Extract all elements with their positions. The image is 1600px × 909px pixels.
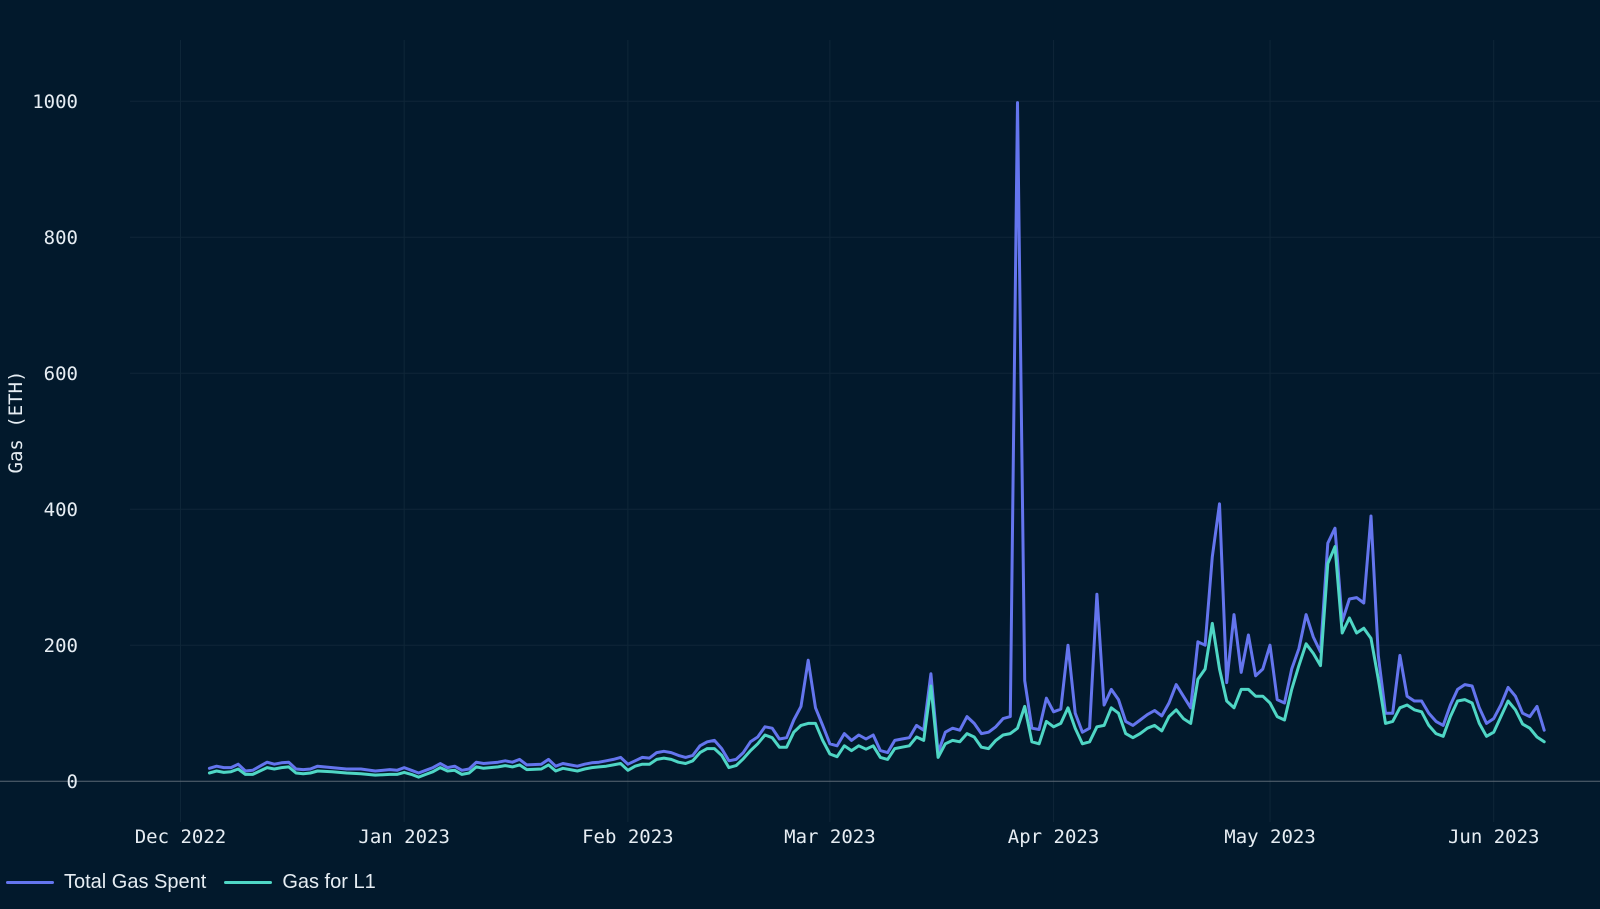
y-tick-label-1000: 1000 [32, 91, 78, 113]
x-tick-label-5: May 2023 [1224, 826, 1316, 848]
grid [130, 40, 1600, 822]
y-axis-title: Gas (ETH) [5, 371, 27, 474]
y-tick-label-0: 0 [67, 771, 78, 793]
legend-item-total-gas-spent[interactable]: Total Gas Spent [6, 871, 206, 894]
x-tick-label-6: Jun 2023 [1448, 826, 1540, 848]
legend-item-gas-for-l1[interactable]: Gas for L1 [224, 870, 376, 894]
series-lines [207, 101, 1546, 779]
legend: Total Gas Spent Gas for L1 [6, 868, 376, 896]
y-tick-label-400: 400 [44, 499, 78, 521]
legend-label-total-gas-spent: Total Gas Spent [64, 870, 207, 893]
x-tick-label-2: Feb 2023 [582, 826, 674, 848]
legend-swatch-gas-for-l1 [224, 880, 273, 884]
x-tick-label-3: Mar 2023 [784, 826, 876, 848]
series-line-gas-for-l1 [207, 545, 1546, 779]
line-chart: 0 200 400 600 800 1000 Dec 2022 Jan 2023 Feb 20… [0, 40, 1600, 848]
x-tick-label-0: Dec 2022 [135, 826, 227, 848]
x-tick-label-1: Jan 2023 [358, 826, 450, 848]
x-tick-label-4: Apr 2023 [1008, 826, 1100, 848]
legend-swatch-total-gas-spent [6, 880, 54, 884]
y-axis-ticks: 0 200 400 600 800 1000 [32, 91, 78, 793]
y-tick-label-800: 800 [44, 227, 78, 249]
y-tick-label-200: 200 [44, 635, 78, 657]
y-tick-label-600: 600 [44, 363, 78, 385]
series-line-total-gas-spent [207, 101, 1546, 775]
x-axis-ticks: Dec 2022 Jan 2023 Feb 2023 Mar 2023 Apr 2023… [135, 826, 1540, 848]
legend-label-gas-for-l1: Gas for L1 [282, 870, 376, 893]
